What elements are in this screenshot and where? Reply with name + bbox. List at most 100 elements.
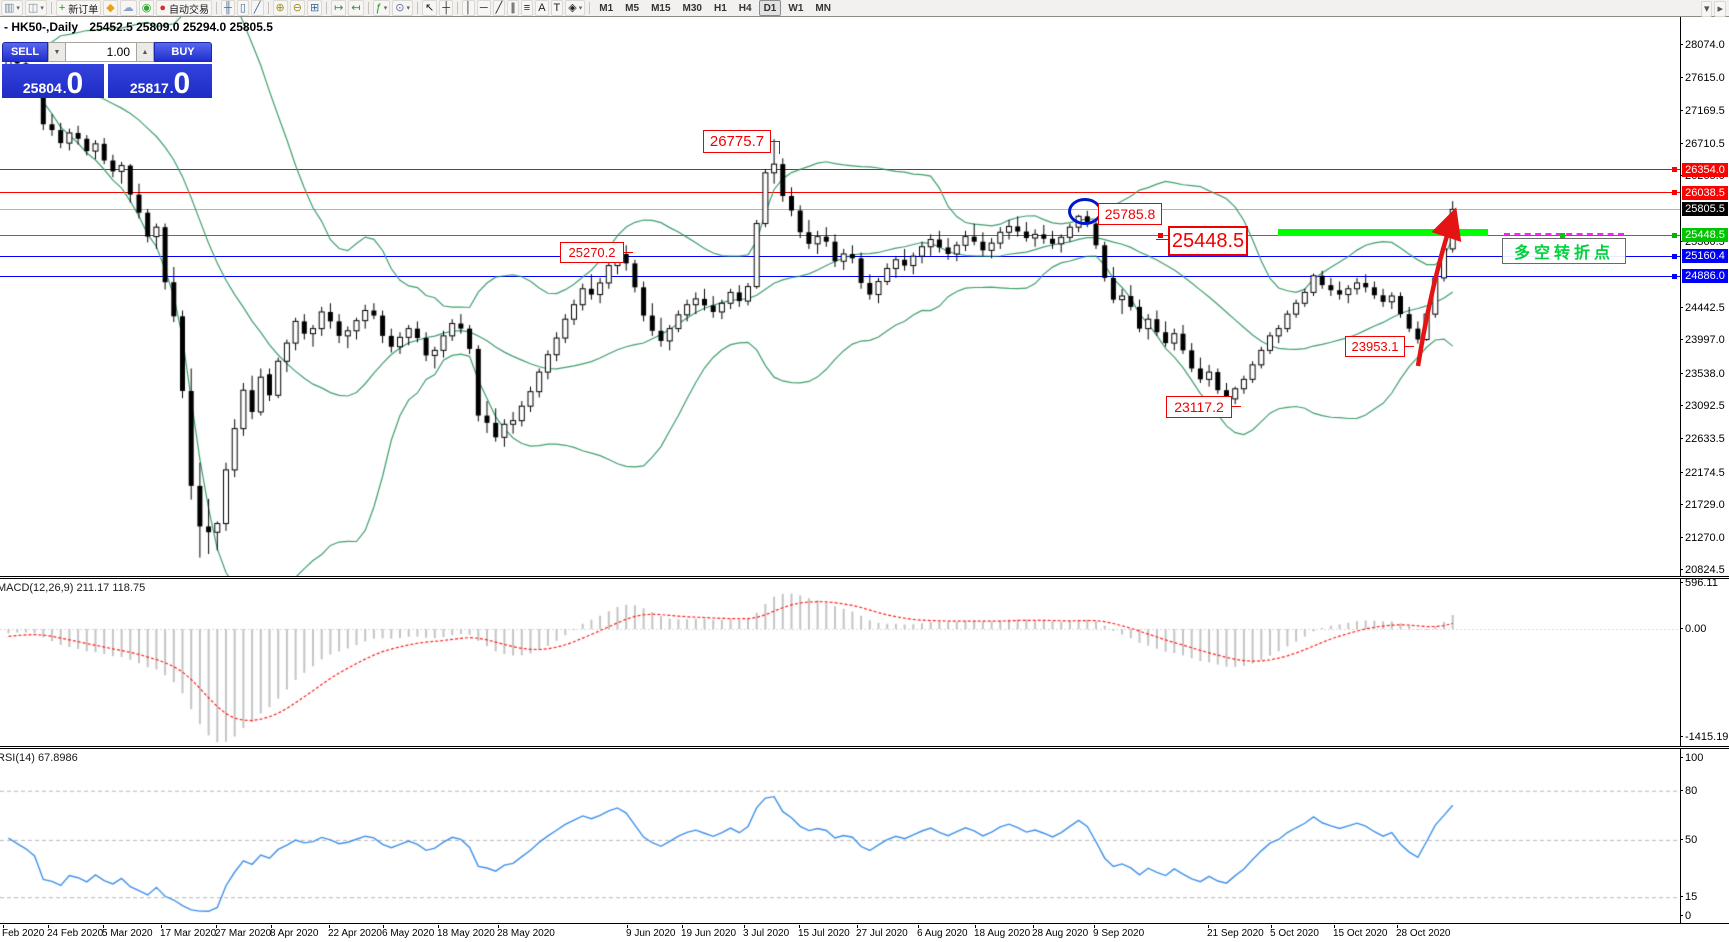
zoom-in-icon[interactable]: ⊕ (272, 0, 288, 16)
zoom-out-icon[interactable]: ⊖ (289, 0, 305, 16)
horizontal-line-icon[interactable]: ─ (476, 0, 491, 16)
tile-windows-icon[interactable]: ⊞ (306, 0, 323, 16)
dropdown-caret-icon[interactable]: ▾ (578, 5, 583, 12)
label-icon[interactable]: T (550, 0, 564, 16)
rsi-pane[interactable]: RSI(14) 67.8986 (0, 749, 1681, 923)
annotation-connector (1232, 406, 1241, 407)
periods-icon[interactable]: ⊙ ▾ (392, 0, 413, 16)
candlestick-canvas (0, 16, 1680, 576)
buy-button[interactable]: BUY (154, 42, 212, 62)
rsi-axis-label: 100 (1679, 752, 1704, 764)
timeframe-button-H4[interactable]: H4 (738, 2, 752, 14)
timeframe-button-M30[interactable]: M30 (682, 2, 702, 14)
line-handle[interactable] (1560, 232, 1565, 238)
dropdown-caret-icon[interactable]: ▾ (40, 5, 44, 12)
price-tick-label: 22633.5 (1680, 433, 1725, 446)
cursor-icon: ↖ (424, 1, 435, 14)
chart-ohlc-values: 25452.5 25809.0 25294.0 25805.5 (89, 20, 273, 34)
text-icon[interactable]: A (535, 0, 549, 16)
main-chart-pane[interactable]: - HK50-,Daily 25452.5 25809.0 25294.0 25… (0, 16, 1681, 576)
chart-shift-icon[interactable]: ↤ (348, 0, 364, 16)
price-annotation-25448.5[interactable]: 25448.5 (1168, 226, 1248, 256)
chart-title-prefix: - (4, 20, 8, 34)
toolbar-options-icon[interactable]: ▾ (1700, 1, 1713, 17)
date-label: 9 Sep 2020 (1093, 925, 1145, 939)
bookmark-icon: ◆ (106, 1, 115, 14)
equidistant-channel-icon[interactable]: ∥ (507, 0, 519, 16)
trendline-icon[interactable]: ╱ (492, 0, 506, 16)
line-handle[interactable] (1672, 232, 1677, 238)
sell-button[interactable]: SELL (2, 42, 48, 62)
macd-axis-label: 0.00 (1679, 623, 1707, 635)
bookmark-icon[interactable]: ◆ (103, 0, 118, 16)
buy-price-box[interactable]: 25817 . 0 (108, 64, 212, 99)
shapes-icon[interactable]: ◈ ▾ (565, 0, 586, 16)
price-tick-label: 21729.0 (1680, 498, 1725, 511)
zoom-in-icon: ⊕ (275, 1, 285, 14)
price-annotation-26775.7[interactable]: 26775.7 (703, 130, 771, 153)
price-annotation-23953.1[interactable]: 23953.1 (1345, 336, 1405, 357)
line-handle[interactable] (1672, 190, 1677, 195)
line-handle[interactable] (1672, 273, 1677, 279)
dropdown-caret-icon[interactable]: ▾ (383, 5, 388, 12)
line-chart-icon[interactable]: ╱ (250, 0, 264, 16)
sell-price-box[interactable]: 25804 . 0 (2, 64, 104, 99)
pane-separator[interactable] (0, 576, 1729, 577)
line-handle[interactable] (1672, 253, 1677, 259)
chart-profiles-icon[interactable]: ◫ ▾ (24, 0, 47, 16)
webterminal-icon[interactable]: ☁ (119, 0, 137, 16)
timeframe-button-D1[interactable]: D1 (758, 0, 782, 16)
rsi-axis-label: 15 (1679, 891, 1698, 904)
bar-chart-icon[interactable]: ╫ (221, 0, 235, 16)
timeframe-button-W1[interactable]: W1 (788, 2, 804, 14)
float-window-icon[interactable]: ▸ (1714, 1, 1726, 17)
line-handle[interactable] (1158, 232, 1163, 238)
time-axis[interactable]: Feb 2020 24 Feb 2020 5 Mar 2020 17 Mar 2020… (0, 925, 1729, 942)
crosshair-icon[interactable]: ┼ (439, 0, 453, 16)
rsi-axis-label: 0 (1679, 910, 1692, 922)
price-annotation-25270.2[interactable]: 25270.2 (560, 242, 624, 263)
timeframe-button-MN[interactable]: MN (815, 2, 831, 14)
annotation-connector (771, 140, 780, 142)
volume-input[interactable]: 1.00 (66, 42, 136, 62)
line-handle[interactable] (1672, 167, 1677, 173)
price-tick-label: 26710.5 (1680, 137, 1725, 150)
signals-icon[interactable]: ◉ (138, 0, 155, 16)
chart-symbol-period: HK50-,Daily (11, 20, 79, 34)
timeframe-button-H1[interactable]: H1 (713, 2, 727, 14)
periods-icon: ⊙ (395, 1, 405, 14)
date-label: 6 Aug 2020 (917, 925, 968, 939)
dropdown-caret-icon[interactable]: ▾ (406, 5, 410, 12)
volume-decrease-button[interactable]: ▼ (48, 42, 66, 62)
cursor-icon[interactable]: ↖ (421, 0, 438, 16)
new-order-button[interactable]: + 新订单 (55, 0, 102, 16)
new-chart-icon[interactable]: ▥ ▾ (1, 0, 23, 16)
price-badge-25160.4: 25160.4 (1682, 249, 1728, 264)
highlight-ellipse[interactable] (1068, 198, 1102, 225)
note-box[interactable]: 多空转折点 (1502, 238, 1626, 264)
date-label: 28 Aug 2020 (1032, 925, 1089, 939)
macd-pane[interactable]: MACD(12,26,9) 211.17 118.75 (0, 579, 1681, 746)
price-annotation-23117.2[interactable]: 23117.2 (1166, 396, 1232, 418)
annotation-connector (1405, 345, 1414, 347)
dropdown-caret-icon[interactable]: ▾ (16, 5, 20, 12)
indicators-icon[interactable]: ƒ ▾ (372, 0, 391, 16)
autotrade-button[interactable]: ● 自动交易 (156, 0, 213, 16)
pane-separator[interactable] (0, 746, 1729, 747)
auto-scroll-icon[interactable]: ↦ (331, 0, 347, 16)
timeframe-button-M1[interactable]: M1 (599, 2, 614, 14)
date-label: 28 May 2020 (497, 925, 555, 939)
price-axis[interactable]: 28074.027615.027169.526710.526265.025360… (1679, 16, 1729, 925)
timeframe-button-M15[interactable]: M15 (651, 2, 671, 14)
up-arrow[interactable] (1398, 198, 1474, 378)
date-label: 3 Jul 2020 (743, 925, 790, 939)
vertical-line-icon[interactable]: │ (461, 0, 475, 16)
candlestick-icon[interactable]: ▯ (236, 0, 249, 16)
price-tick-label: 21270.0 (1680, 532, 1725, 545)
price-annotation-25785.8[interactable]: 25785.8 (1098, 203, 1162, 225)
new-order-label: 新订单 (68, 4, 99, 16)
fibonacci-icon[interactable]: ≡ (520, 0, 534, 16)
timeframe-button-M5[interactable]: M5 (625, 2, 640, 14)
volume-increase-button[interactable]: ▲ (136, 42, 154, 62)
support-zone-bar[interactable] (1278, 229, 1488, 236)
